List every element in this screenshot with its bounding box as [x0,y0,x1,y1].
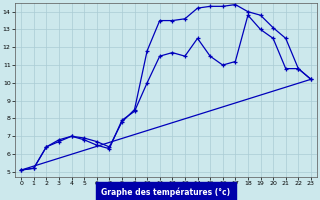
X-axis label: Graphe des températures (°c): Graphe des températures (°c) [101,188,231,197]
